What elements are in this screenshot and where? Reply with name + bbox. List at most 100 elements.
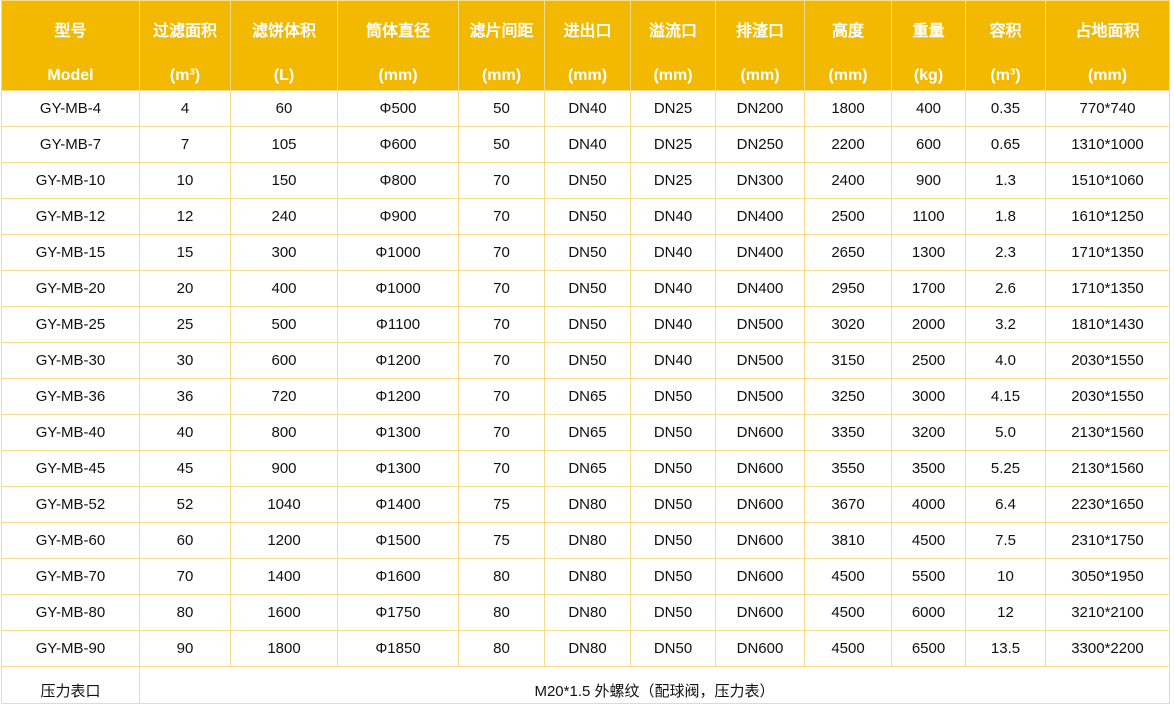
table-cell: DN65	[544, 450, 631, 487]
table-cell: 5500	[891, 558, 966, 595]
table-cell: GY-MB-4	[1, 90, 140, 127]
table-cell: DN65	[544, 414, 631, 451]
table-cell: DN600	[715, 594, 805, 631]
table-row: GY-MB-52 52 1040 Φ1400 75 DN80 DN50 DN600 3670 40…	[1, 486, 1170, 523]
table-cell: 70	[139, 558, 231, 595]
table-cell: 10	[139, 162, 231, 199]
table-cell: 1810*1430	[1045, 306, 1170, 343]
table-cell: DN400	[715, 270, 805, 307]
header-unit: (m³)	[169, 67, 201, 84]
table-cell: 70	[458, 414, 545, 451]
table-cell: 4500	[804, 558, 892, 595]
table-row: GY-MB-12 12 240 Φ900 70 DN50 DN40 DN400 2500 1100…	[1, 198, 1170, 235]
header-name: 占地面积	[1075, 23, 1140, 40]
table-cell: 12	[139, 198, 231, 235]
table-cell: 600	[891, 126, 966, 163]
table-cell: 1400	[230, 558, 338, 595]
table-cell: DN40	[630, 306, 716, 343]
table-cell: DN25	[630, 162, 716, 199]
table-cell: 40	[139, 414, 231, 451]
table-cell: 90	[139, 630, 231, 667]
table-cell: DN200	[715, 90, 805, 127]
table-cell: Φ1000	[337, 270, 459, 307]
header-name: 高度	[831, 23, 864, 40]
table-cell: GY-MB-12	[1, 198, 140, 235]
column-header: 滤片间距 (mm)	[458, 0, 545, 91]
table-cell: GY-MB-80	[1, 594, 140, 631]
table-cell: GY-MB-90	[1, 630, 140, 667]
table-cell: DN40	[630, 198, 716, 235]
table-cell: 3670	[804, 486, 892, 523]
table-cell: 2130*1560	[1045, 414, 1170, 451]
table-cell: 2.6	[965, 270, 1046, 307]
table-cell: DN50	[630, 450, 716, 487]
table-cell: 3300*2200	[1045, 630, 1170, 667]
header-name: 容积	[989, 23, 1022, 40]
table-cell: 0.65	[965, 126, 1046, 163]
table-cell: DN40	[544, 126, 631, 163]
table-cell: GY-MB-20	[1, 270, 140, 307]
header-unit: (mm)	[740, 67, 780, 84]
table-cell: GY-MB-25	[1, 306, 140, 343]
table-cell: DN50	[630, 594, 716, 631]
table-cell: GY-MB-60	[1, 522, 140, 559]
header-name: 溢流口	[648, 23, 697, 40]
column-header: 过滤面积 (m³)	[139, 0, 231, 91]
table-cell: 60	[230, 90, 338, 127]
header-unit: (mm)	[828, 67, 868, 84]
table-cell: GY-MB-7	[1, 126, 140, 163]
table-row: GY-MB-70 70 1400 Φ1600 80 DN80 DN50 DN600 4500 55…	[1, 558, 1170, 595]
header-unit: Model	[47, 67, 94, 84]
table-cell: DN50	[544, 306, 631, 343]
column-header: 容积 (m³)	[965, 0, 1046, 91]
table-cell: 3250	[804, 378, 892, 415]
table-cell: 770*740	[1045, 90, 1170, 127]
table-cell: 70	[458, 270, 545, 307]
footer-label: 压力表口	[1, 666, 140, 704]
table-cell: 2230*1650	[1045, 486, 1170, 523]
table-row: GY-MB-10 10 150 Φ800 70 DN50 DN25 DN300 2400 900 1…	[1, 162, 1170, 199]
table-cell: 1800	[804, 90, 892, 127]
table-cell: 1610*1250	[1045, 198, 1170, 235]
header-unit: (kg)	[913, 67, 944, 84]
table-cell: 3500	[891, 450, 966, 487]
column-header: 筒体直径 (mm)	[337, 0, 459, 91]
table-cell: DN40	[630, 342, 716, 379]
table-cell: 2500	[804, 198, 892, 235]
header-unit: (L)	[273, 67, 295, 84]
table-cell: 25	[139, 306, 231, 343]
table-cell: DN80	[544, 630, 631, 667]
header-unit: (mm)	[481, 67, 522, 84]
table-cell: 1300	[891, 234, 966, 271]
table-cell: 70	[458, 198, 545, 235]
column-header: 型号 Model	[1, 0, 140, 91]
table-cell: DN600	[715, 522, 805, 559]
table-cell: DN50	[630, 414, 716, 451]
table-cell: 50	[458, 90, 545, 127]
table-cell: DN50	[630, 378, 716, 415]
table-row: GY-MB-60 60 1200 Φ1500 75 DN80 DN50 DN600 3810 45…	[1, 522, 1170, 559]
table-cell: 400	[891, 90, 966, 127]
table-cell: Φ1850	[337, 630, 459, 667]
header-name: 滤片间距	[469, 23, 534, 40]
header-name: 筒体直径	[365, 23, 430, 40]
table-cell: DN500	[715, 306, 805, 343]
table-cell: 2310*1750	[1045, 522, 1170, 559]
table-cell: DN600	[715, 486, 805, 523]
table-cell: 7	[139, 126, 231, 163]
table-cell: 4000	[891, 486, 966, 523]
table-cell: 12	[965, 594, 1046, 631]
table-cell: DN500	[715, 342, 805, 379]
table-cell: DN40	[544, 90, 631, 127]
table-cell: 2650	[804, 234, 892, 271]
table-cell: 1600	[230, 594, 338, 631]
table-cell: 5.0	[965, 414, 1046, 451]
table-cell: 6000	[891, 594, 966, 631]
table-cell: 52	[139, 486, 231, 523]
header-unit: (mm)	[1087, 67, 1128, 84]
table-cell: 1700	[891, 270, 966, 307]
table-row: GY-MB-4 4 60 Φ500 50 DN40 DN25 DN200 1800 400 0.35…	[1, 90, 1170, 127]
table-cell: Φ1200	[337, 378, 459, 415]
table-cell: 5.25	[965, 450, 1046, 487]
table-cell: DN600	[715, 558, 805, 595]
